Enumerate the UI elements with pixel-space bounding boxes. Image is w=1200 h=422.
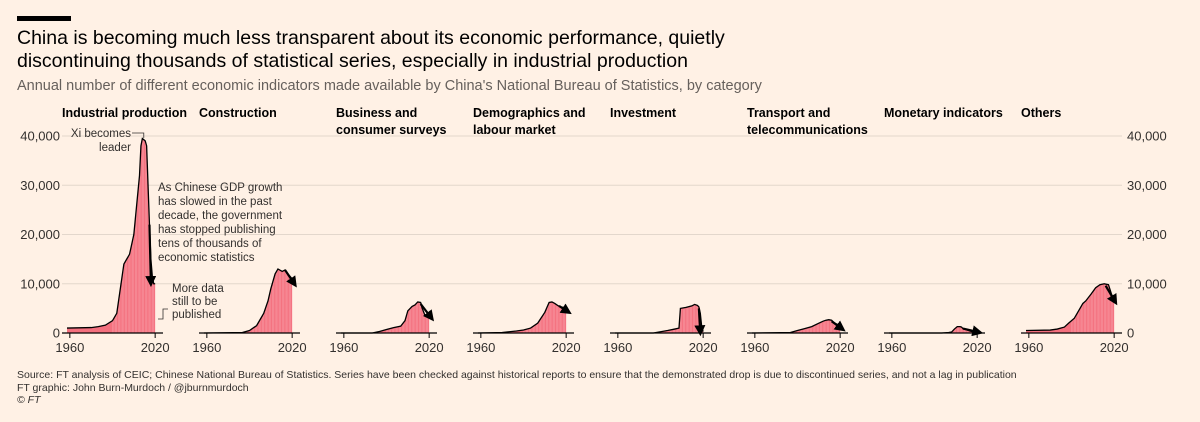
panel-title: Demographics and [473,106,586,120]
annotation-gdp-line: has slowed in the past [158,196,273,208]
y-tick-label-left-40000: 40,000 [20,129,60,144]
panel-title: Business and [336,106,417,120]
panel-title: telecommunications [747,123,868,137]
annotation-more-data-line: still to be [172,296,217,308]
annotation-more-data-line: published [172,309,221,321]
panel-title: labour market [473,123,557,137]
annotation-xi-line1: Xi becomes [71,128,131,140]
panel-5: Investment 1960 2020 [603,106,717,355]
decline-arrow [1104,285,1118,306]
chart-title: China is becoming much less transparent … [17,27,725,72]
x-tick-label-1960: 1960 [740,340,769,355]
panel-8: Others 1960 2020 [1014,106,1128,355]
panel-7: Monetary indicators 1960 2020 [877,106,1002,355]
area-series [204,268,293,333]
x-tick-label-2020: 2020 [141,340,170,355]
annotation-gdp-line: economic statistics [158,252,255,264]
series-line [1025,283,1115,332]
y-tick-label-right-30000: 30,000 [1127,178,1167,193]
panel-title: Monetary indicators [884,106,1003,120]
y-tick-label-left-0: 0 [53,326,60,341]
area-series [67,138,156,333]
y-tick-label-left-10000: 10,000 [20,276,60,291]
panel-1: Industrial production 1960 2020 [55,106,187,355]
chart-subtitle: Annual number of different economic indi… [17,78,762,94]
annotation-gdp-line: As Chinese GDP growth [158,182,282,194]
area-series [889,326,978,333]
area-series [1026,283,1115,333]
area-series [752,319,841,333]
x-tick-label-2020: 2020 [689,340,718,355]
panel-title: Industrial production [62,106,187,120]
y-tick-label-right-10000: 10,000 [1127,276,1167,291]
area-series [478,301,567,333]
area-series [341,301,430,333]
x-tick-label-1960: 1960 [877,340,906,355]
x-tick-label-1960: 1960 [466,340,495,355]
panel-3: Business and consumer surveys 1960 2020 [329,106,446,355]
x-tick-label-2020: 2020 [278,340,307,355]
annotation-xi-line2: leader [99,142,131,154]
panel-title: Construction [199,106,277,120]
decline-arrow [558,303,572,315]
x-tick-label-2020: 2020 [415,340,444,355]
decline-arrow [284,269,297,288]
ft-top-bar [17,16,71,21]
x-tick-label-2020: 2020 [826,340,855,355]
x-tick-label-1960: 1960 [55,340,84,355]
panel-6: Transport and telecommunications 1960 2020 [740,106,868,355]
annotation-gdp-line: has stopped publishing [158,224,276,236]
graphic-credit: FT graphic: John Burn-Murdoch / @jburnmu… [17,381,249,394]
panel-4: Demographics and labour market 1960 2020 [466,106,585,355]
x-tick-label-2020: 2020 [552,340,581,355]
panel-1-annotations: Xi becomes leader As Chinese GDP growth has… [71,128,283,321]
panel-title: consumer surveys [336,123,447,137]
series-line [477,301,567,334]
annotation-gdp-line: decade, the government [158,210,283,222]
copyright: © FT [17,394,41,406]
annotation-more-data-line: More data [172,283,224,295]
x-tick-label-1960: 1960 [192,340,221,355]
panel-title: Investment [610,106,677,120]
source-note: Source: FT analysis of CEIC; Chinese Nat… [17,369,1017,381]
y-tick-label-left-30000: 30,000 [20,178,60,193]
annotation-xi-leader-line [132,132,145,138]
x-tick-label-2020: 2020 [1100,340,1129,355]
x-tick-label-2020: 2020 [963,340,992,355]
x-tick-label-1960: 1960 [1014,340,1043,355]
y-tick-label-right-0: 0 [1127,326,1134,341]
x-tick-label-1960: 1960 [329,340,358,355]
y-tick-label-right-20000: 20,000 [1127,227,1167,242]
panel-2: Construction 1960 2020 [192,106,306,355]
annotation-gdp-line: tens of thousands of [158,238,262,250]
footer: Source: FT analysis of CEIC; Chinese Nat… [17,369,1017,407]
panel-title: Others [1021,106,1061,120]
y-tick-label-left-20000: 20,000 [20,227,60,242]
y-tick-label-right-40000: 40,000 [1127,129,1167,144]
x-tick-label-1960: 1960 [603,340,632,355]
decline-arrow [419,303,435,322]
decline-arrow [694,308,706,337]
decline-arrow [145,224,157,288]
annotation-more-data-bracket [158,308,168,320]
panel-title: Transport and [747,106,830,120]
decline-arrow [830,320,846,332]
decline-arrow [962,325,984,337]
area-series [615,304,704,333]
